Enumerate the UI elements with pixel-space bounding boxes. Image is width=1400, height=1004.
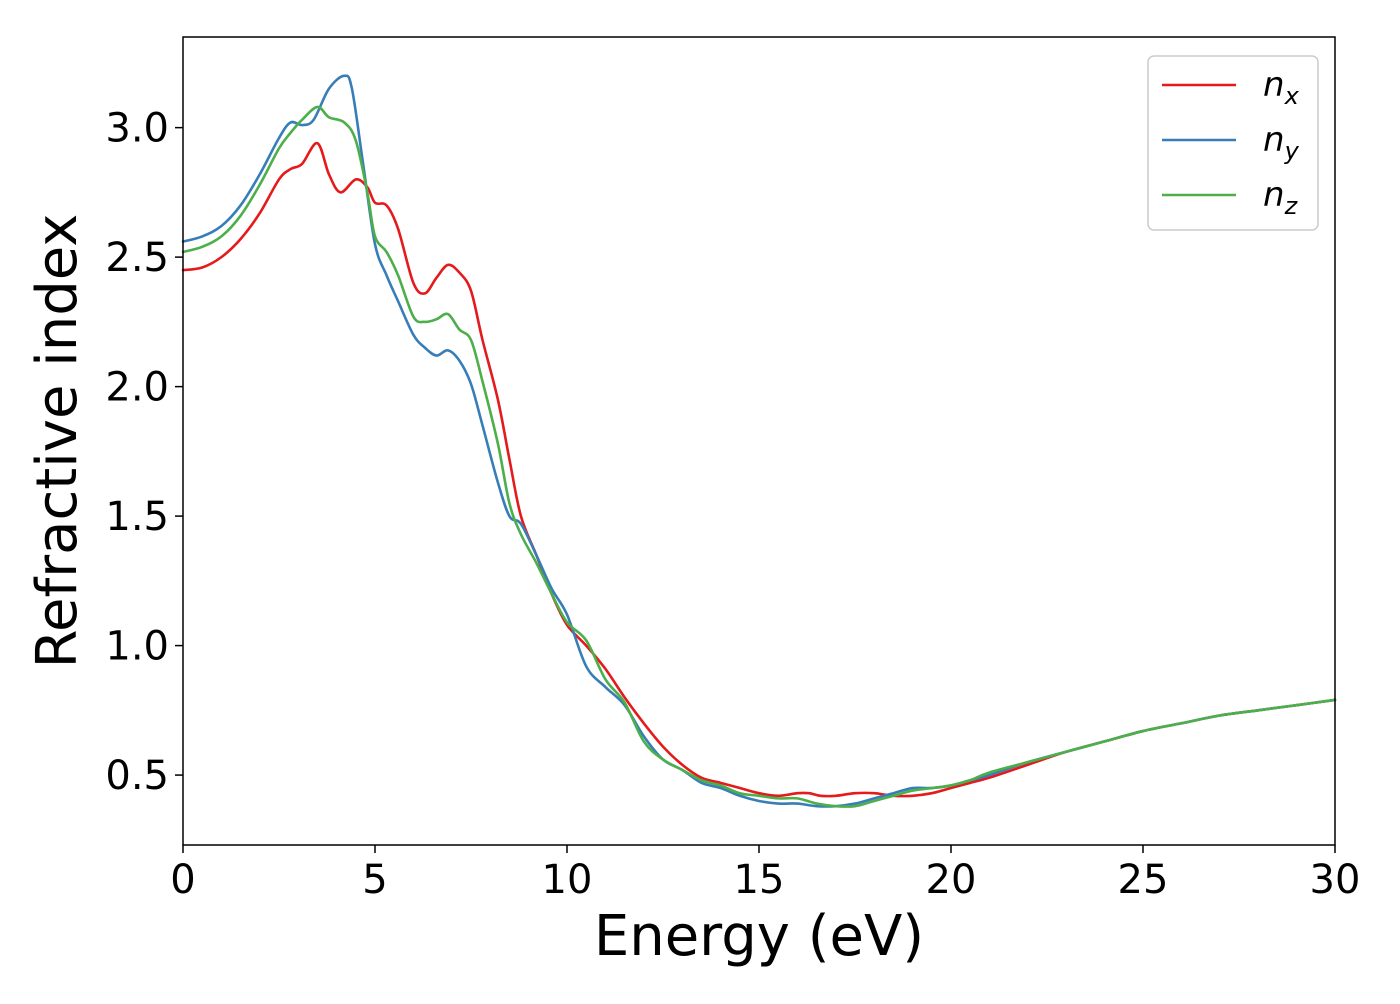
series-line-nz bbox=[181, 105, 1337, 808]
y-axis-label: Refractive index bbox=[25, 214, 90, 669]
legend-label-nz: nz bbox=[1263, 175, 1299, 220]
x-tick-label: 30 bbox=[1310, 857, 1361, 903]
y-axis-ticks: 0.5 1.0 1.5 2.0 2.5 3.0 bbox=[105, 106, 183, 799]
x-axis-ticks: 0 5 10 15 20 25 30 bbox=[170, 845, 1360, 903]
y-tick-label: 2.0 bbox=[105, 365, 169, 411]
x-tick-label: 15 bbox=[734, 857, 785, 903]
x-tick-label: 10 bbox=[542, 857, 593, 903]
y-tick-label: 0.5 bbox=[105, 753, 169, 799]
x-tick-label: 0 bbox=[170, 857, 195, 903]
legend-box bbox=[1147, 55, 1319, 231]
y-tick-label: 1.0 bbox=[105, 624, 169, 670]
x-tick-label: 25 bbox=[1118, 857, 1169, 903]
y-tick-label: 1.5 bbox=[105, 494, 169, 540]
y-tick-label: 2.5 bbox=[105, 235, 169, 281]
plot-area bbox=[183, 37, 1335, 845]
x-tick-label: 5 bbox=[362, 857, 387, 903]
x-tick-label: 20 bbox=[926, 857, 977, 903]
x-axis-label: Energy (eV) bbox=[594, 904, 924, 969]
series-line-nx bbox=[181, 141, 1337, 798]
plot-frame bbox=[182, 36, 1336, 846]
y-tick-label: 3.0 bbox=[105, 106, 169, 152]
series-layer bbox=[181, 74, 1337, 808]
legend: nx ny nz bbox=[1147, 55, 1319, 231]
legend-items: nx ny nz bbox=[1162, 65, 1300, 220]
legend-label-nx: nx bbox=[1263, 65, 1300, 110]
legend-label-ny: ny bbox=[1263, 120, 1300, 165]
